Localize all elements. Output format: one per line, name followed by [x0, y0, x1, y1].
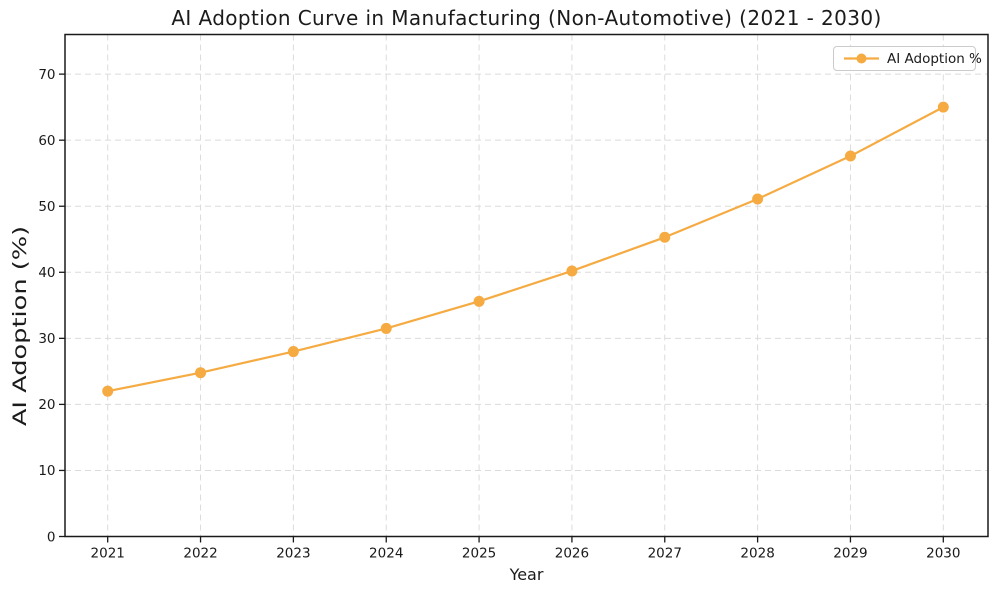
data-point-2021	[102, 385, 114, 397]
data-point-2027	[659, 231, 671, 243]
legend-line-marker-icon	[844, 53, 879, 64]
x-tick-label: 2024	[369, 546, 403, 562]
x-tick-label: 2022	[183, 546, 217, 562]
data-point-2024	[380, 322, 392, 334]
x-tick-label: 2030	[926, 546, 960, 562]
y-tick-label: 70	[38, 67, 55, 83]
data-point-2022	[195, 367, 207, 379]
x-axis-label: Year	[509, 565, 544, 584]
data-line	[106, 106, 945, 393]
data-point-2030	[937, 101, 949, 113]
y-tick-label: 10	[38, 463, 55, 479]
chart-title: AI Adoption Curve in Manufacturing (Non-…	[171, 6, 882, 30]
legend: AI Adoption %	[833, 46, 982, 71]
legend-label: AI Adoption %	[887, 50, 982, 67]
x-tick-label: 2027	[648, 546, 682, 562]
data-point-2026	[566, 265, 578, 277]
x-tick-label: 2021	[91, 546, 125, 562]
y-tick-label: 30	[38, 331, 55, 347]
axes-spines	[64, 33, 989, 538]
y-tick-label: 60	[38, 133, 55, 149]
y-tick-label: 0	[47, 529, 56, 545]
y-tick-label: 20	[38, 397, 55, 413]
x-tick-label: 2028	[740, 546, 774, 562]
data-point-2029	[844, 150, 856, 162]
x-tick-label: 2029	[833, 546, 867, 562]
x-tick-label: 2025	[462, 546, 496, 562]
x-tick-label: 2026	[555, 546, 589, 562]
data-point-2025	[473, 295, 485, 307]
x-tick-label: 2023	[276, 546, 310, 562]
y-tick-label: 40	[38, 265, 55, 281]
data-point-2023	[287, 346, 299, 358]
y-tick-label: 50	[38, 199, 55, 215]
data-point-2028	[752, 193, 764, 205]
